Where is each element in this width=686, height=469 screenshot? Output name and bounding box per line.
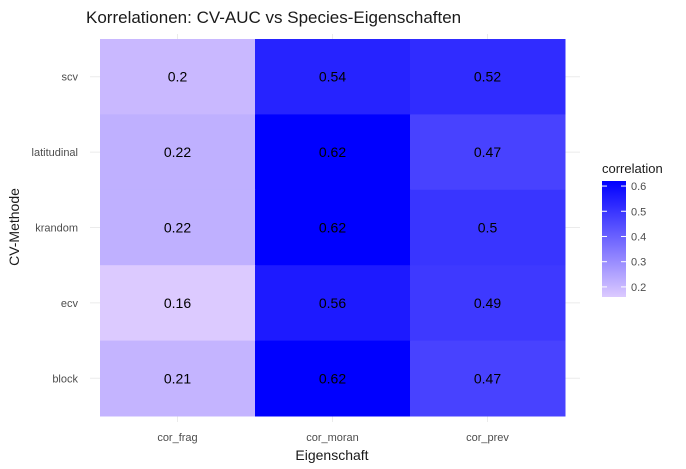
heatmap-cell [410,114,566,191]
legend-tick-label: 0.3 [631,257,646,269]
cell-value-label: 0.16 [164,295,191,311]
heatmap-cell [255,189,411,266]
y-tick-label: scv [62,72,79,84]
cell-value-label: 0.54 [319,69,346,85]
color-legend: correlation 0.6 0.5 0.4 0.3 0.2 [602,161,663,297]
cell-value-label: 0.52 [474,69,501,85]
heatmap-cell [410,189,566,266]
cell-value-label: 0.47 [474,144,501,160]
y-tick-label: latitudinal [32,147,78,159]
heatmap-cell [100,39,256,115]
heatmap-cell [255,340,411,417]
heatmap-cell [410,265,566,342]
cell-value-label: 0.62 [319,220,346,236]
cell-value-label: 0.5 [478,220,498,236]
x-tick-label: cor_frag [157,432,197,444]
y-axis-label: CV-Methode [6,188,22,266]
y-tick-label: ecv [61,298,79,310]
cell-value-label: 0.56 [319,295,346,311]
x-axis-label: Eigenschaft [295,447,368,463]
cell-value-label: 0.47 [474,370,501,386]
cell-value-label: 0.62 [319,144,346,160]
cell-value-label: 0.49 [474,295,501,311]
x-tick-label: cor_moran [306,432,359,444]
cell-value-label: 0.22 [164,144,191,160]
y-axis-ticks: scv latitudinal krandom ecv block [32,72,79,386]
cell-value-label: 0.22 [164,220,191,236]
legend-tick-label: 0.6 [631,181,646,193]
cell-value-label: 0.21 [164,370,191,386]
cell-value-label: 0.2 [168,69,188,85]
legend-tick-label: 0.5 [631,206,646,218]
legend-ticks: 0.6 0.5 0.4 0.3 0.2 [602,181,646,294]
legend-title: correlation [602,161,663,176]
heatmap-cell [410,39,566,115]
heatmap-cells: 0.2 0.54 0.52 0.22 0.62 0.47 0.22 0.62 0.5 0.16 0.… [100,39,566,417]
heatmap-cell [255,114,411,191]
y-tick-label: block [52,373,78,385]
heatmap-cell [100,265,256,342]
chart-title: Korrelationen: CV-AUC vs Species-Eigensc… [86,8,461,27]
heatmap-cell [100,114,256,191]
cell-value-label: 0.62 [319,370,346,386]
x-tick-label: cor_prev [466,432,509,444]
heatmap-cell [255,39,411,115]
y-tick-label: krandom [35,223,78,235]
heatmap-cell [100,189,256,266]
legend-colorbar [602,181,626,297]
heatmap-cell [410,340,566,417]
heatmap-cell [100,340,256,417]
legend-tick-label: 0.2 [631,282,646,294]
x-axis-ticks: cor_frag cor_moran cor_prev [157,432,509,444]
legend-tick-label: 0.4 [631,231,646,243]
heatmap-cell [255,265,411,342]
